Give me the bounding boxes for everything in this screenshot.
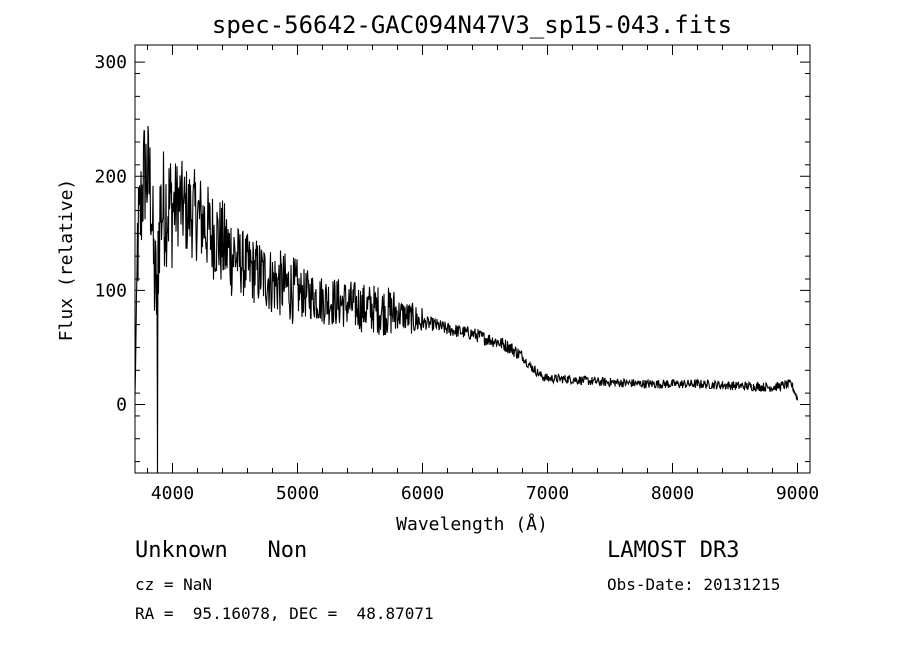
x-tick-label: 8000 [651, 483, 694, 504]
y-tick-label: 100 [94, 280, 127, 301]
survey-label: LAMOST DR3 [607, 538, 740, 563]
chart-title: spec-56642-GAC094N47V3_sp15-043.fits [212, 11, 732, 39]
x-tick-label: 7000 [526, 483, 569, 504]
x-axis-label: Wavelength (Å) [396, 513, 548, 535]
obs-date-label: Obs-Date: 20131215 [607, 575, 781, 594]
redshift-label: cz = NaN [135, 575, 213, 594]
spectrum-series-line [134, 125, 799, 474]
x-tick-label: 9000 [776, 483, 819, 504]
y-axis-label: Flux (relative) [56, 179, 77, 342]
y-tick-label: 200 [94, 166, 127, 187]
x-tick-label: 6000 [401, 483, 444, 504]
x-tick-label: 4000 [151, 483, 194, 504]
object-class-label: Unknown Non [135, 538, 308, 563]
y-tick-label: 300 [94, 52, 127, 73]
coordinates-label: RA = 95.16078, DEC = 48.87071 [135, 604, 434, 623]
y-tick-label: 0 [116, 395, 127, 416]
x-tick-label: 5000 [276, 483, 319, 504]
